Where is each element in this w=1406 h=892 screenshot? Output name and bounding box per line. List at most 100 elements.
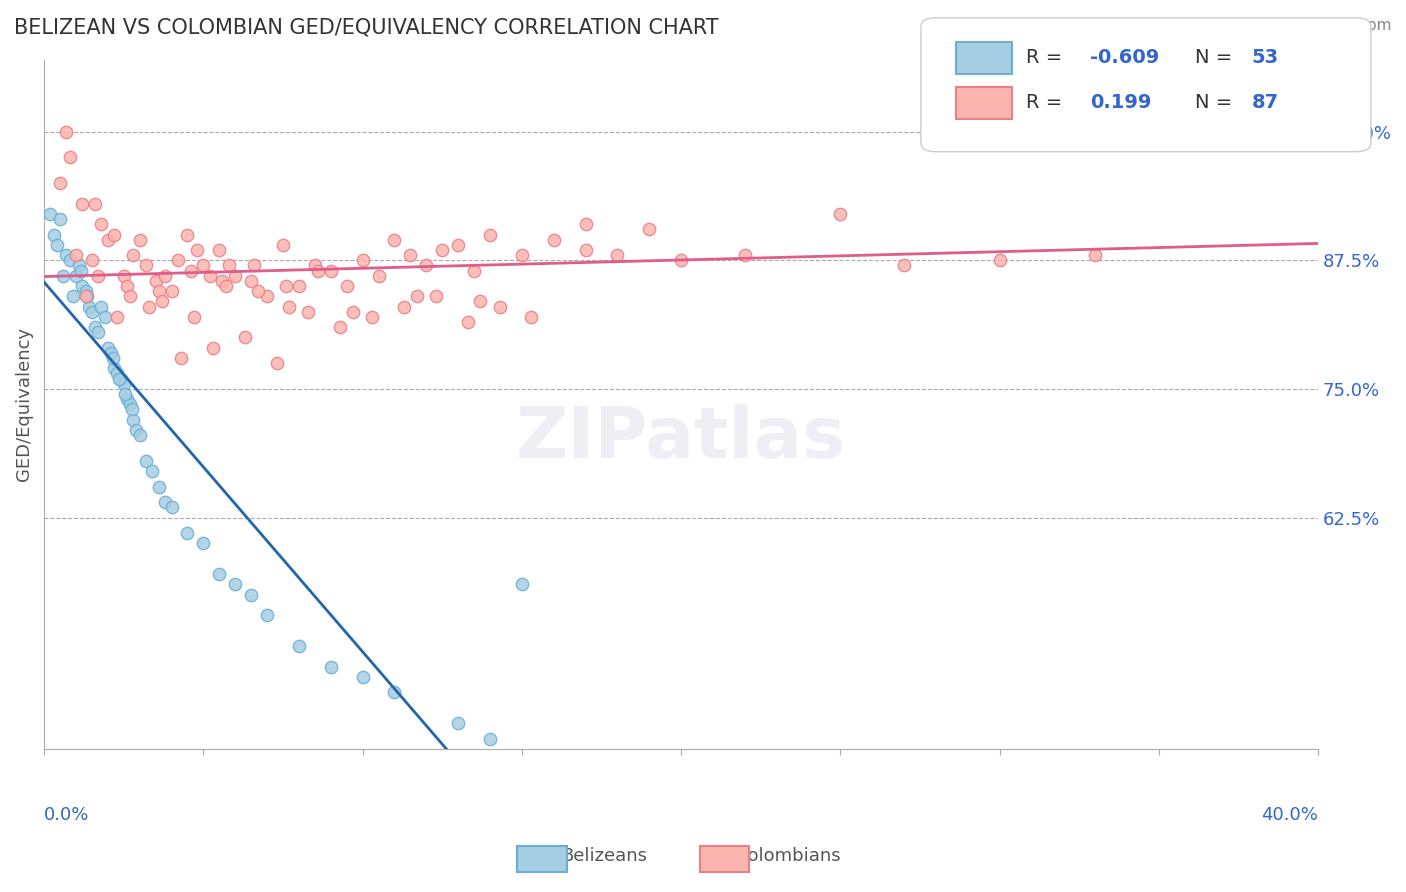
Point: [128, 233, 150, 247]
Point: [399, 248, 422, 262]
Point: [638, 222, 661, 236]
Point: [425, 289, 447, 303]
Point: [470, 294, 492, 309]
Y-axis label: GED/Equivalency: GED/Equivalency: [15, 327, 32, 482]
Point: [141, 464, 163, 478]
Point: [153, 268, 176, 283]
Point: [479, 731, 502, 746]
Point: [176, 227, 198, 242]
Text: Colombians: Colombians: [734, 847, 841, 865]
Point: [488, 300, 510, 314]
Point: [76, 289, 98, 303]
Point: [49, 176, 72, 190]
Text: ZIPatlas: ZIPatlas: [516, 404, 846, 474]
Point: [479, 227, 502, 242]
Point: [153, 495, 176, 509]
Point: [214, 279, 236, 293]
Point: [520, 310, 543, 324]
Point: [58, 150, 80, 164]
Point: [246, 284, 269, 298]
Point: [201, 341, 224, 355]
Point: [342, 304, 364, 318]
Point: [319, 263, 342, 277]
Text: R =: R =: [1026, 48, 1069, 68]
Point: [211, 274, 233, 288]
Point: [45, 237, 67, 252]
Point: [392, 300, 415, 314]
Point: [135, 259, 157, 273]
Point: [67, 259, 90, 273]
Point: [72, 196, 94, 211]
Point: [42, 227, 65, 242]
Point: [240, 588, 263, 602]
Point: [128, 428, 150, 442]
Point: [101, 351, 124, 365]
Point: [84, 196, 107, 211]
Point: [218, 259, 240, 273]
Text: R =: R =: [1026, 93, 1069, 112]
Point: [432, 243, 454, 257]
Point: [384, 233, 406, 247]
Point: [304, 259, 326, 273]
Point: [1084, 248, 1107, 262]
Point: [110, 371, 132, 385]
Point: [160, 500, 183, 515]
Point: [384, 685, 406, 699]
Point: [208, 567, 231, 582]
Point: [457, 315, 479, 329]
Point: [55, 125, 77, 139]
Point: [160, 284, 183, 298]
Point: [463, 263, 485, 277]
Text: Source: ZipAtlas.com: Source: ZipAtlas.com: [1229, 18, 1392, 33]
Point: [405, 289, 427, 303]
Point: [80, 253, 103, 268]
Point: [75, 289, 97, 303]
Point: [115, 279, 138, 293]
Point: [87, 268, 110, 283]
Point: [329, 320, 352, 334]
Point: [186, 243, 208, 257]
Point: [145, 274, 167, 288]
Point: [208, 243, 231, 257]
Point: [122, 413, 145, 427]
Point: [240, 274, 263, 288]
Point: [271, 237, 294, 252]
Point: [510, 577, 533, 591]
Point: [606, 248, 628, 262]
Text: 0.0%: 0.0%: [44, 805, 90, 823]
Point: [307, 263, 329, 277]
Point: [58, 253, 80, 268]
Point: [39, 207, 62, 221]
Point: [278, 300, 301, 314]
Point: [352, 253, 374, 268]
Point: [543, 233, 565, 247]
Text: 87: 87: [1251, 93, 1278, 112]
Point: [233, 330, 256, 344]
Point: [115, 392, 138, 407]
Point: [574, 243, 596, 257]
Point: [148, 480, 170, 494]
Point: [176, 526, 198, 541]
Point: [243, 259, 266, 273]
Point: [120, 289, 142, 303]
Point: [90, 217, 112, 231]
Point: [297, 304, 319, 318]
Point: [574, 217, 596, 231]
Point: [988, 253, 1011, 268]
Point: [135, 454, 157, 468]
Point: [367, 268, 389, 283]
Point: [75, 284, 97, 298]
Point: [256, 289, 278, 303]
Point: [112, 376, 135, 391]
Point: [198, 268, 221, 283]
Point: [103, 227, 125, 242]
Point: [52, 268, 75, 283]
Point: [336, 279, 359, 293]
Point: [62, 289, 84, 303]
Point: [180, 263, 202, 277]
Point: [830, 207, 852, 221]
Point: [112, 268, 135, 283]
Text: -0.609: -0.609: [1090, 48, 1159, 68]
Point: [87, 326, 110, 340]
Text: N =: N =: [1195, 93, 1239, 112]
